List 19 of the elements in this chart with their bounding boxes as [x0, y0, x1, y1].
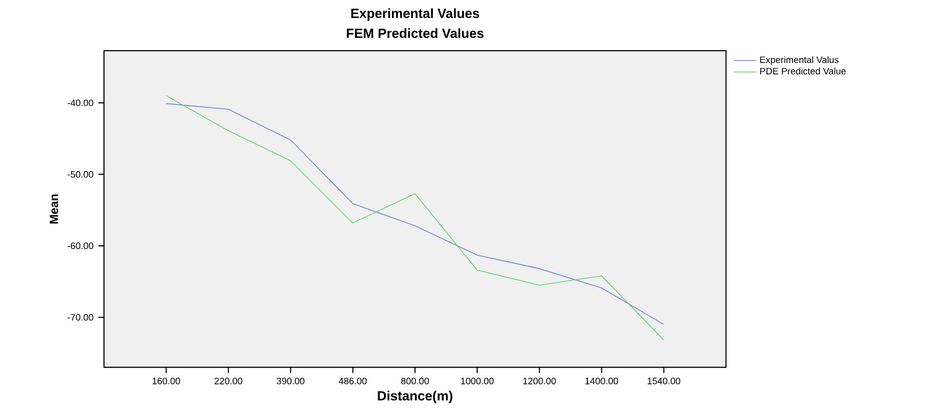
x-tick-label: 1000.00 — [461, 378, 494, 384]
y-axis-title: Mean — [50, 194, 58, 224]
legend-label: Experimental Valus — [760, 56, 839, 65]
x-tick-label: 1200.00 — [523, 378, 556, 384]
y-tick-label: -40.00 — [68, 100, 94, 106]
x-tick-label: 160.00 — [152, 378, 180, 384]
x-tick-label: 1540.00 — [648, 378, 680, 384]
x-tick-label: 800.00 — [401, 378, 429, 384]
x-tick-label: 220.00 — [214, 378, 242, 384]
y-tick-label: -60.00 — [68, 242, 94, 250]
y-tick-label: -70.00 — [68, 314, 94, 321]
chart-subtitle: FEM Predicted Values — [346, 28, 484, 38]
x-tick-label: 486.00 — [338, 378, 367, 384]
legend-label: PDE Predicted Value — [760, 68, 846, 74]
x-axis-title: Distance(m) — [378, 390, 452, 404]
x-tick-label: 1400.00 — [586, 378, 618, 384]
y-tick-label: -50.00 — [68, 171, 94, 178]
x-tick-label: 390.00 — [276, 378, 304, 384]
chart-title: Experimental Values — [351, 8, 480, 21]
